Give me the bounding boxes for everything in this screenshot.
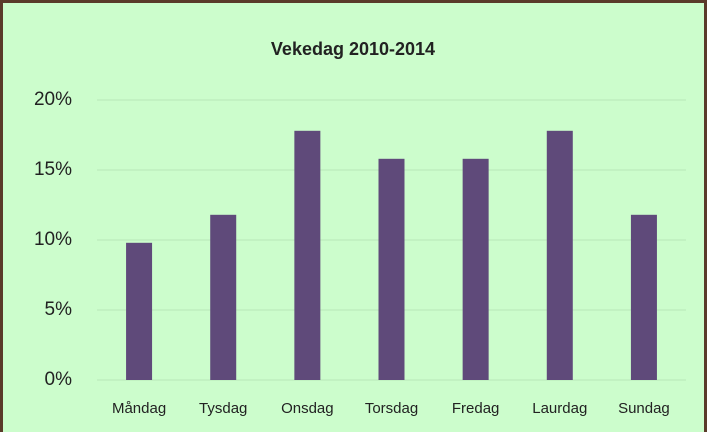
bar	[630, 214, 657, 380]
bar	[546, 130, 573, 380]
bar	[462, 158, 489, 380]
x-tick-label: Fredag	[452, 400, 500, 417]
y-tick-label: 20%	[34, 89, 72, 110]
bar	[210, 214, 237, 380]
bar	[378, 158, 405, 380]
x-tick-label: Måndag	[112, 400, 166, 417]
y-tick-label: 15%	[34, 159, 72, 180]
y-tick-label: 5%	[45, 299, 73, 320]
x-tick-label: Laurdag	[532, 400, 587, 417]
bar	[126, 242, 153, 380]
x-tick-label: Torsdag	[365, 400, 418, 417]
x-tick-label: Tysdag	[199, 400, 247, 417]
y-tick-label: 10%	[34, 229, 72, 250]
x-tick-label: Onsdag	[281, 400, 334, 417]
chart-title: Vekedag 2010-2014	[271, 39, 435, 59]
y-tick-label: 0%	[45, 369, 73, 390]
x-tick-label: Sundag	[618, 400, 670, 417]
bar	[294, 130, 321, 380]
